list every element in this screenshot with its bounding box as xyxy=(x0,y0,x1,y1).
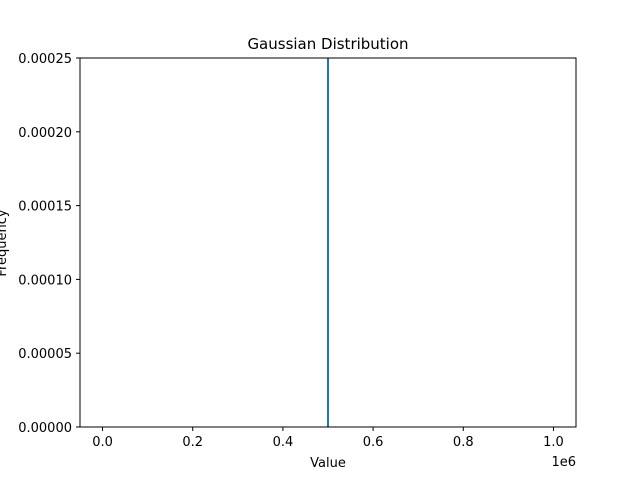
x-tick-label: 0.4 xyxy=(273,435,294,450)
x-tick-label: 0.0 xyxy=(92,435,113,450)
y-axis-label: Frequency xyxy=(0,209,10,276)
plot-frame xyxy=(79,57,577,428)
y-axis-ticks: 0.00000 0.00005 0.00010 0.00015 0.00020 0.000… xyxy=(18,52,80,436)
y-tick-label: 0.00010 xyxy=(18,273,72,288)
x-tick-label: 0.6 xyxy=(363,435,384,450)
chart-title: Gaussian Distribution xyxy=(247,35,408,53)
y-tick-label: 0.00020 xyxy=(18,126,72,141)
y-tick-label: 0.00000 xyxy=(18,421,72,436)
y-tick-label: 0.00005 xyxy=(18,347,72,362)
x-axis-ticks: 0.0 0.2 0.4 0.6 0.8 1.0 xyxy=(92,427,564,450)
x-tick-label: 0.8 xyxy=(453,435,474,450)
x-axis-offset-label: 1e6 xyxy=(551,455,576,470)
x-axis-label: Value xyxy=(310,456,346,471)
y-tick-label: 0.00015 xyxy=(18,200,72,215)
bars xyxy=(327,58,329,427)
histogram-bar xyxy=(327,58,329,427)
x-tick-label: 0.2 xyxy=(182,435,203,450)
y-tick-label: 0.00025 xyxy=(18,52,72,67)
x-tick-label: 1.0 xyxy=(543,435,564,450)
